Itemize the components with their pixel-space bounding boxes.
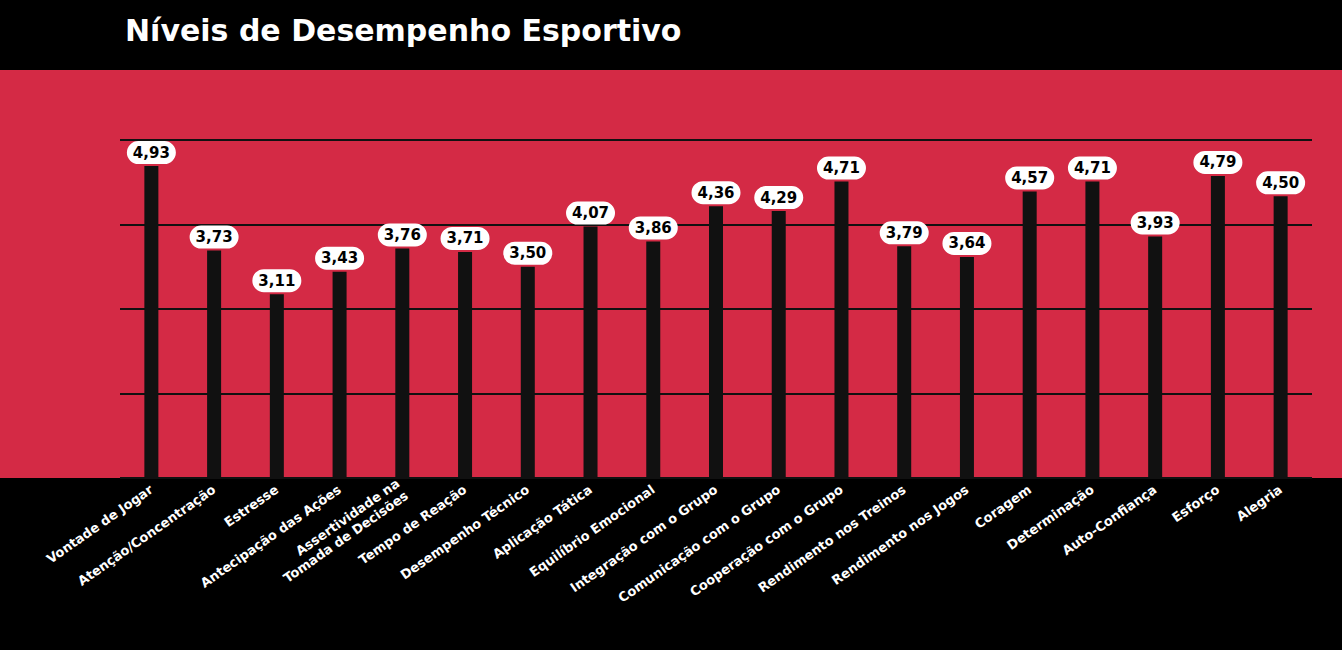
svg-text:Rendimento nos Jogos: Rendimento nos Jogos [829,482,972,588]
svg-text:3,86: 3,86 [635,219,672,237]
svg-text:Antecipação das Ações: Antecipação das Ações [197,481,344,591]
svg-text:3,50: 3,50 [509,244,546,262]
svg-text:Auto-Confiança: Auto-Confiança [1059,482,1159,558]
svg-text:Níveis de Desempenho Esportivo: Níveis de Desempenho Esportivo [125,13,681,48]
svg-text:4,50: 4,50 [1262,174,1299,192]
svg-text:Desempenho Técnico: Desempenho Técnico [398,482,533,583]
svg-text:3,73: 3,73 [196,228,233,246]
svg-text:3,11: 3,11 [258,272,295,290]
svg-text:4,07: 4,07 [572,204,609,222]
svg-text:4,36: 4,36 [697,184,734,202]
svg-text:3,76: 3,76 [384,226,421,244]
svg-text:Atenção/Concentração: Atenção/Concentração [75,482,219,589]
svg-text:Assertividade na: Assertividade na [292,475,403,559]
svg-text:3,71: 3,71 [447,229,484,247]
svg-text:Rendimento nos Treinos: Rendimento nos Treinos [755,481,909,596]
svg-text:Tomada de Decisões: Tomada de Decisões [280,488,411,586]
svg-text:Aplicação Tática: Aplicação Tática [490,482,595,562]
svg-text:3,79: 3,79 [886,224,923,242]
svg-text:4,79: 4,79 [1199,153,1236,171]
svg-text:Integração com o Grupo: Integração com o Grupo [567,481,721,596]
svg-text:Vontade de Jogar: Vontade de Jogar [44,482,156,567]
svg-text:Tempo de Reação: Tempo de Reação [356,482,469,568]
svg-text:Cooperação com o Grupo: Cooperação com o Grupo [687,481,846,600]
svg-text:Estresse: Estresse [221,482,281,530]
svg-text:Esforço: Esforço [1169,482,1222,525]
svg-text:4,29: 4,29 [760,189,797,207]
svg-text:Determinação: Determinação [1004,481,1097,553]
svg-text:4,71: 4,71 [823,159,860,177]
svg-text:Comunicação com o Grupo: Comunicação com o Grupo [615,481,783,606]
svg-text:3,43: 3,43 [321,249,358,267]
svg-text:4,71: 4,71 [1074,159,1111,177]
svg-text:4,57: 4,57 [1011,169,1048,187]
svg-text:Equilíbrio Emocional: Equilíbrio Emocional [526,481,658,580]
svg-text:3,64: 3,64 [948,234,985,252]
svg-text:3,93: 3,93 [1137,214,1174,232]
svg-text:4,93: 4,93 [133,144,170,162]
svg-text:Coragem: Coragem [972,482,1034,532]
svg-text:Alegria: Alegria [1234,482,1285,524]
